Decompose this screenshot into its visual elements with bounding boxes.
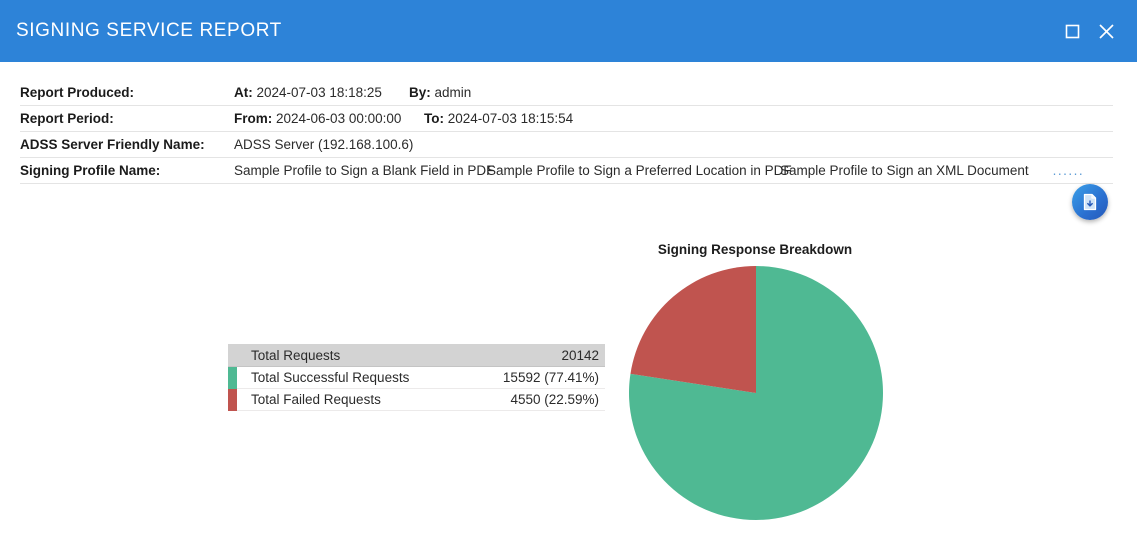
meta-value-profile-1: Sample Profile to Sign a Blank Field in … — [234, 163, 495, 178]
maximize-square-icon[interactable] — [1061, 20, 1083, 42]
meta-prefix: To: — [424, 111, 444, 126]
meta-label: Report Produced: — [20, 85, 135, 100]
meta-value-period-from: From: 2024-06-03 00:00:00 — [234, 111, 424, 126]
meta-value-produced-at: At: 2024-07-03 18:18:25 — [234, 85, 409, 100]
pie-slice-failed — [630, 266, 756, 393]
meta-value-period-to: To: 2024-07-03 18:15:54 — [424, 111, 573, 126]
table-cell-value: 4550 (22.59%) — [510, 392, 599, 407]
chart-title: Signing Response Breakdown — [657, 242, 853, 257]
legend-swatch-none — [228, 344, 237, 366]
table-row-total-requests: Total Requests 20142 — [228, 344, 605, 367]
legend-swatch-successful — [228, 366, 237, 389]
meta-row-report-period: Report Period: From: 2024-06-03 00:00:00… — [20, 106, 1113, 132]
meta-values: At: 2024-07-03 18:18:25 By: admin — [234, 85, 471, 100]
meta-value-server-name: ADSS Server (192.168.100.6) — [234, 137, 414, 152]
meta-row-server-name: ADSS Server Friendly Name: ADSS Server (… — [20, 132, 1113, 158]
meta-text: 2024-07-03 18:15:54 — [447, 111, 574, 126]
pie-slice-successful — [628, 266, 883, 520]
window-title-bar: SIGNING SERVICE REPORT — [0, 0, 1137, 62]
meta-prefix: At: — [234, 85, 253, 100]
document-download-icon — [1080, 192, 1100, 212]
meta-text: admin — [434, 85, 472, 100]
meta-values: ADSS Server (192.168.100.6) — [234, 137, 413, 152]
meta-label: Signing Profile Name: — [20, 163, 161, 178]
meta-values: From: 2024-06-03 00:00:00 To: 2024-07-03… — [234, 111, 573, 126]
table-cell-label: Total Failed Requests — [251, 392, 381, 407]
meta-text: 2024-07-03 18:18:25 — [256, 85, 382, 100]
meta-value-profile-2: Sample Profile to Sign a Preferred Locat… — [487, 163, 792, 178]
report-metadata: Report Produced: At: 2024-07-03 18:18:25… — [20, 80, 1113, 184]
close-x-icon[interactable] — [1095, 20, 1117, 42]
table-cell-value: 20142 — [561, 347, 599, 363]
table-cell-value: 15592 (77.41%) — [502, 370, 599, 385]
meta-label: ADSS Server Friendly Name: — [20, 137, 205, 152]
meta-label: Report Period: — [20, 111, 114, 126]
show-more-profiles-link[interactable]: ...... — [1052, 163, 1085, 178]
signing-response-pie-chart — [628, 265, 884, 521]
meta-prefix: By: — [409, 85, 431, 100]
table-row-successful-requests: Total Successful Requests 15592 (77.41%) — [228, 366, 605, 389]
meta-value-profile-3: Sample Profile to Sign an XML Document — [780, 163, 1029, 178]
meta-row-report-produced: Report Produced: At: 2024-07-03 18:18:25… — [20, 80, 1113, 106]
summary-table: Total Requests 20142 Total Successful Re… — [228, 344, 605, 411]
legend-swatch-failed — [228, 388, 237, 411]
table-row-failed-requests: Total Failed Requests 4550 (22.59%) — [228, 388, 605, 411]
meta-row-signing-profile: Signing Profile Name: Sample Profile to … — [20, 158, 1113, 184]
meta-values: Sample Profile to Sign a Blank Field in … — [234, 163, 1084, 178]
export-pdf-button[interactable] — [1072, 184, 1108, 220]
table-cell-label: Total Successful Requests — [251, 370, 410, 385]
page-title: SIGNING SERVICE REPORT — [16, 20, 282, 41]
meta-prefix: From: — [234, 111, 273, 126]
meta-value-produced-by: By: admin — [409, 85, 471, 100]
meta-text: 2024-06-03 00:00:00 — [276, 111, 402, 126]
window-controls — [1061, 20, 1123, 42]
table-cell-label: Total Requests — [251, 347, 341, 363]
